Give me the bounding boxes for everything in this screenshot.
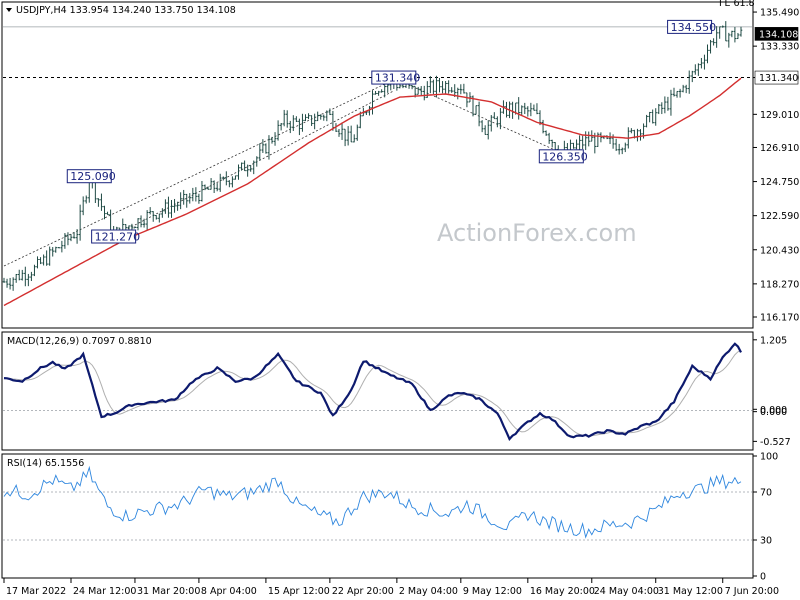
macd-line	[3, 342, 742, 441]
price-ytick-label: 124.750	[760, 177, 799, 188]
macd-layer	[3, 342, 752, 441]
hline-price-tag-label: 131.340	[759, 73, 798, 84]
price-annotation-box	[66, 169, 112, 184]
x-tick-label: 16 May 20:00	[530, 586, 595, 597]
price-annotation-box	[538, 149, 584, 164]
price-ytick-label: 135.490	[760, 8, 799, 19]
rsi-line	[3, 465, 742, 539]
x-tick-label: 15 Apr 12:00	[268, 586, 330, 597]
macd-header: MACD(12,26,9) 0.7097 0.8810	[7, 336, 152, 347]
x-tick-label: 22 Apr 20:00	[332, 586, 394, 597]
dropdown-triangle-icon[interactable]	[6, 8, 12, 12]
rsi-header: RSI(14) 65.1556	[7, 458, 84, 469]
price-ytick-label: 129.010	[760, 110, 799, 121]
rsi-ytick-label: 30	[760, 536, 772, 547]
price-annotation-box	[667, 19, 713, 34]
price-layer: 125.090 121.270 131.340 126.350 134.550	[2, 19, 752, 307]
price-ytick-label: 126.910	[760, 143, 799, 154]
price-ytick-label: 116.170	[760, 313, 799, 324]
x-tick-label: 31 May 12:00	[658, 586, 723, 597]
price-ytick-label: 118.270	[760, 279, 799, 290]
price-annotation-label: 121.270	[95, 231, 140, 244]
x-tick-label: 31 Mar 20:00	[137, 586, 200, 597]
rsi-layer	[3, 465, 752, 541]
price-annotation-box	[371, 70, 417, 85]
price-ytick-label: 120.430	[760, 245, 799, 256]
macd-ytick-label: 0.000	[760, 407, 787, 418]
macd-signal-line	[3, 349, 742, 437]
current-price-tag	[754, 27, 799, 41]
x-tick-label: 7 Jun 20:00	[725, 586, 779, 597]
x-tick-label: 24 Mar 12:00	[73, 586, 136, 597]
axis-layer: 135.490 133.330 131.340 129.010 126.910 124.7…	[3, 8, 799, 597]
price-panel-frame	[1, 1, 754, 329]
price-ytick-label: 133.330	[760, 42, 799, 53]
price-header: USDJPY,H4 133.954 134.240 133.750 134.10…	[16, 5, 236, 16]
rsi-ytick-label: 70	[760, 488, 772, 499]
macd-ytick-label: 1.205	[760, 335, 787, 346]
price-annotation-label: 126.350	[542, 150, 588, 163]
current-price-tag-label: 134.108	[759, 29, 798, 40]
rsi-ytick-label: 0	[760, 572, 766, 583]
price-annotation-label: 131.340	[375, 72, 421, 85]
watermark: ActionForex.com	[437, 219, 637, 247]
rsi-panel-frame	[1, 453, 754, 579]
x-tick-label: 2 May 04:00	[399, 586, 458, 597]
x-tick-label: 9 May 12:00	[463, 586, 522, 597]
rsi-ytick-label: 100	[760, 452, 778, 463]
macd-ytick-label: 0.000	[760, 405, 787, 416]
trendline-up	[3, 79, 394, 267]
x-tick-label: 24 May 04:00	[594, 586, 659, 597]
x-tick-label: 17 Mar 2022	[6, 586, 66, 597]
trendline-down	[393, 77, 568, 156]
macd-panel-frame	[1, 331, 754, 451]
hline-price-tag	[754, 70, 799, 85]
corner-text: FE 61.8	[719, 0, 755, 9]
price-annotation-label: 125.090	[70, 170, 116, 183]
macd-ytick-label: -0.527	[760, 437, 791, 448]
price-annotation-label: 134.550	[671, 21, 717, 34]
price-ytick-label: 122.590	[760, 211, 799, 222]
price-annotation-box	[91, 229, 137, 244]
x-tick-label: 8 Apr 04:00	[201, 586, 257, 597]
